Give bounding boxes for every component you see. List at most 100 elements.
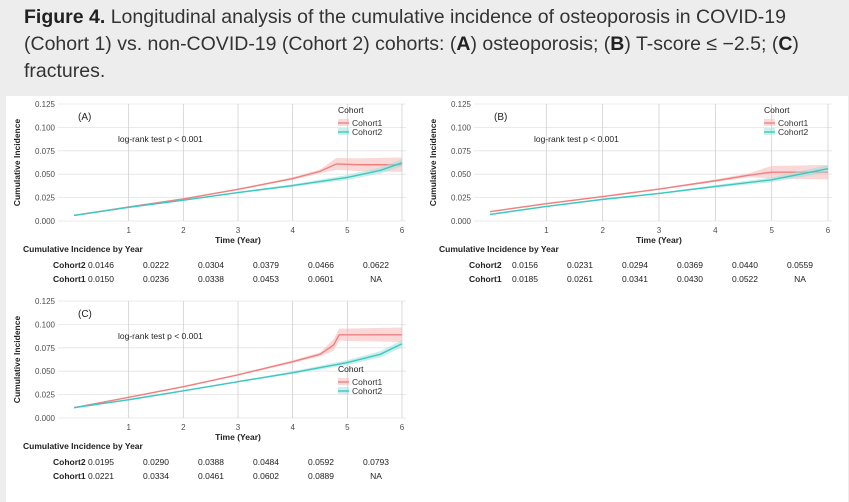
x-tick-label: 1 [544, 226, 549, 235]
caption-label-c: C [778, 33, 793, 55]
table-cell: 0.0601 [308, 274, 334, 284]
table-cell: NA [370, 274, 382, 284]
logrank-annotation: log-rank test p < 0.001 [118, 331, 203, 341]
x-tick-label: 3 [657, 226, 662, 235]
table-cell: 0.0221 [88, 471, 114, 481]
y-tick-label: 0.000 [451, 217, 472, 226]
series-cohort2-line [489, 167, 829, 216]
table-cell: 0.0290 [143, 457, 169, 467]
table-title: Cumulative Incidence by Year [439, 244, 560, 254]
table-cell: 0.0150 [88, 274, 114, 284]
series-cohort1-ci-band [74, 327, 402, 409]
table-cell: 0.0484 [253, 457, 279, 467]
table-cell: 0.0602 [253, 471, 279, 481]
table-cell: 0.0369 [677, 260, 703, 270]
x-tick-label: 1 [126, 423, 131, 432]
caption-text-2: ) osteoporosis; ( [470, 33, 611, 55]
y-tick-label: 0.050 [451, 170, 472, 179]
table-cell: 0.0889 [308, 471, 334, 481]
y-tick-label: 0.075 [451, 147, 472, 156]
series-cohort1-line [489, 171, 828, 213]
y-tick-label: 0.025 [451, 194, 472, 203]
x-tick-label: 5 [345, 226, 350, 235]
x-axis-title: Time (Year) [215, 235, 261, 245]
table-cell: 0.0793 [363, 457, 389, 467]
table-row-label: Cohort1 [469, 274, 502, 284]
panel-tag: (A) [78, 112, 91, 123]
table-cell: 0.0146 [88, 260, 114, 270]
table-cell: 0.0341 [622, 274, 648, 284]
x-tick-label: 6 [400, 423, 405, 432]
figure-label: Figure 4. [24, 6, 106, 28]
table-cell: 0.0622 [363, 260, 389, 270]
table-title: Cumulative Incidence by Year [23, 441, 144, 451]
caption-label-b: B [610, 33, 625, 55]
logrank-annotation: log-rank test p < 0.001 [118, 134, 203, 144]
table-cell: 0.0440 [732, 260, 758, 270]
table-cell: 0.0195 [88, 457, 114, 467]
caption-label-a: A [456, 33, 471, 55]
y-axis-title: Cumulative Incidence [12, 316, 22, 404]
table-title: Cumulative Incidence by Year [23, 244, 144, 254]
y-tick-label: 0.100 [35, 320, 56, 329]
table-cell: 0.0261 [567, 274, 593, 284]
table-cell: 0.0379 [253, 260, 279, 270]
table-cell: 0.0222 [143, 260, 169, 270]
table-cell: NA [794, 274, 806, 284]
table-cell: 0.0559 [787, 260, 813, 270]
table-cell: 0.0388 [198, 457, 224, 467]
table-cell: NA [370, 471, 382, 481]
table-cell: 0.0430 [677, 274, 703, 284]
table-cell: 0.0522 [732, 274, 758, 284]
table-cell: 0.0156 [512, 260, 538, 270]
figure-caption: Figure 4. Longitudinal analysis of the c… [24, 4, 824, 85]
x-tick-label: 1 [126, 226, 131, 235]
series-cohort1-line [73, 334, 402, 409]
y-tick-label: 0.125 [35, 297, 56, 306]
x-tick-label: 3 [236, 423, 241, 432]
x-tick-label: 2 [181, 423, 186, 432]
legend-label: Cohort2 [352, 127, 383, 137]
table-cell: 0.0231 [567, 260, 593, 270]
y-tick-label: 0.025 [35, 391, 56, 400]
table-cell: 0.0334 [143, 471, 169, 481]
legend-title: Cohort [338, 105, 364, 115]
table-cell: 0.0461 [198, 471, 224, 481]
legend-label: Cohort1 [352, 377, 383, 387]
x-tick-label: 4 [290, 423, 295, 432]
y-tick-label: 0.050 [35, 367, 56, 376]
y-tick-label: 0.025 [35, 194, 56, 203]
table-row-label: Cohort2 [53, 260, 86, 270]
caption-text-4: ) fractures. [24, 33, 799, 82]
x-tick-label: 2 [600, 226, 605, 235]
table-cell: 0.0294 [622, 260, 648, 270]
x-tick-label: 2 [181, 226, 186, 235]
series-cohort1-ci-band [74, 157, 402, 217]
panel-tag: (B) [494, 112, 507, 123]
x-tick-label: 6 [400, 226, 405, 235]
table-cell: 0.0236 [143, 274, 169, 284]
y-tick-label: 0.000 [35, 414, 56, 423]
x-tick-label: 3 [236, 226, 241, 235]
table-row-label: Cohort2 [53, 457, 86, 467]
caption-text-1: Longitudinal analysis of the cumulative … [24, 6, 786, 55]
table-row-label: Cohort1 [53, 274, 86, 284]
x-tick-label: 5 [769, 226, 774, 235]
y-tick-label: 0.100 [451, 123, 472, 132]
table-row-label: Cohort1 [53, 471, 86, 481]
legend-title: Cohort [338, 364, 364, 374]
x-tick-label: 4 [713, 226, 718, 235]
y-tick-label: 0.100 [35, 123, 56, 132]
table-cell: 0.0592 [308, 457, 334, 467]
table-cell: 0.0185 [512, 274, 538, 284]
series-cohort2-line [73, 162, 403, 217]
y-tick-label: 0.125 [451, 100, 472, 109]
y-axis-title: Cumulative Incidence [12, 119, 22, 207]
chart-panel-1: 0.000 0.025 0.050 0.075 0.100 0.125 1 2 3 4 5 6 Time… [428, 100, 832, 284]
x-tick-label: 5 [345, 423, 350, 432]
legend-title: Cohort [764, 105, 790, 115]
chart-panel-2: 0.000 0.025 0.050 0.075 0.100 0.125 1 2 3 4 5 6 Time… [12, 297, 406, 481]
series-cohort2-line [73, 343, 403, 409]
legend-label: Cohort1 [778, 118, 809, 128]
legend-label: Cohort1 [352, 118, 383, 128]
